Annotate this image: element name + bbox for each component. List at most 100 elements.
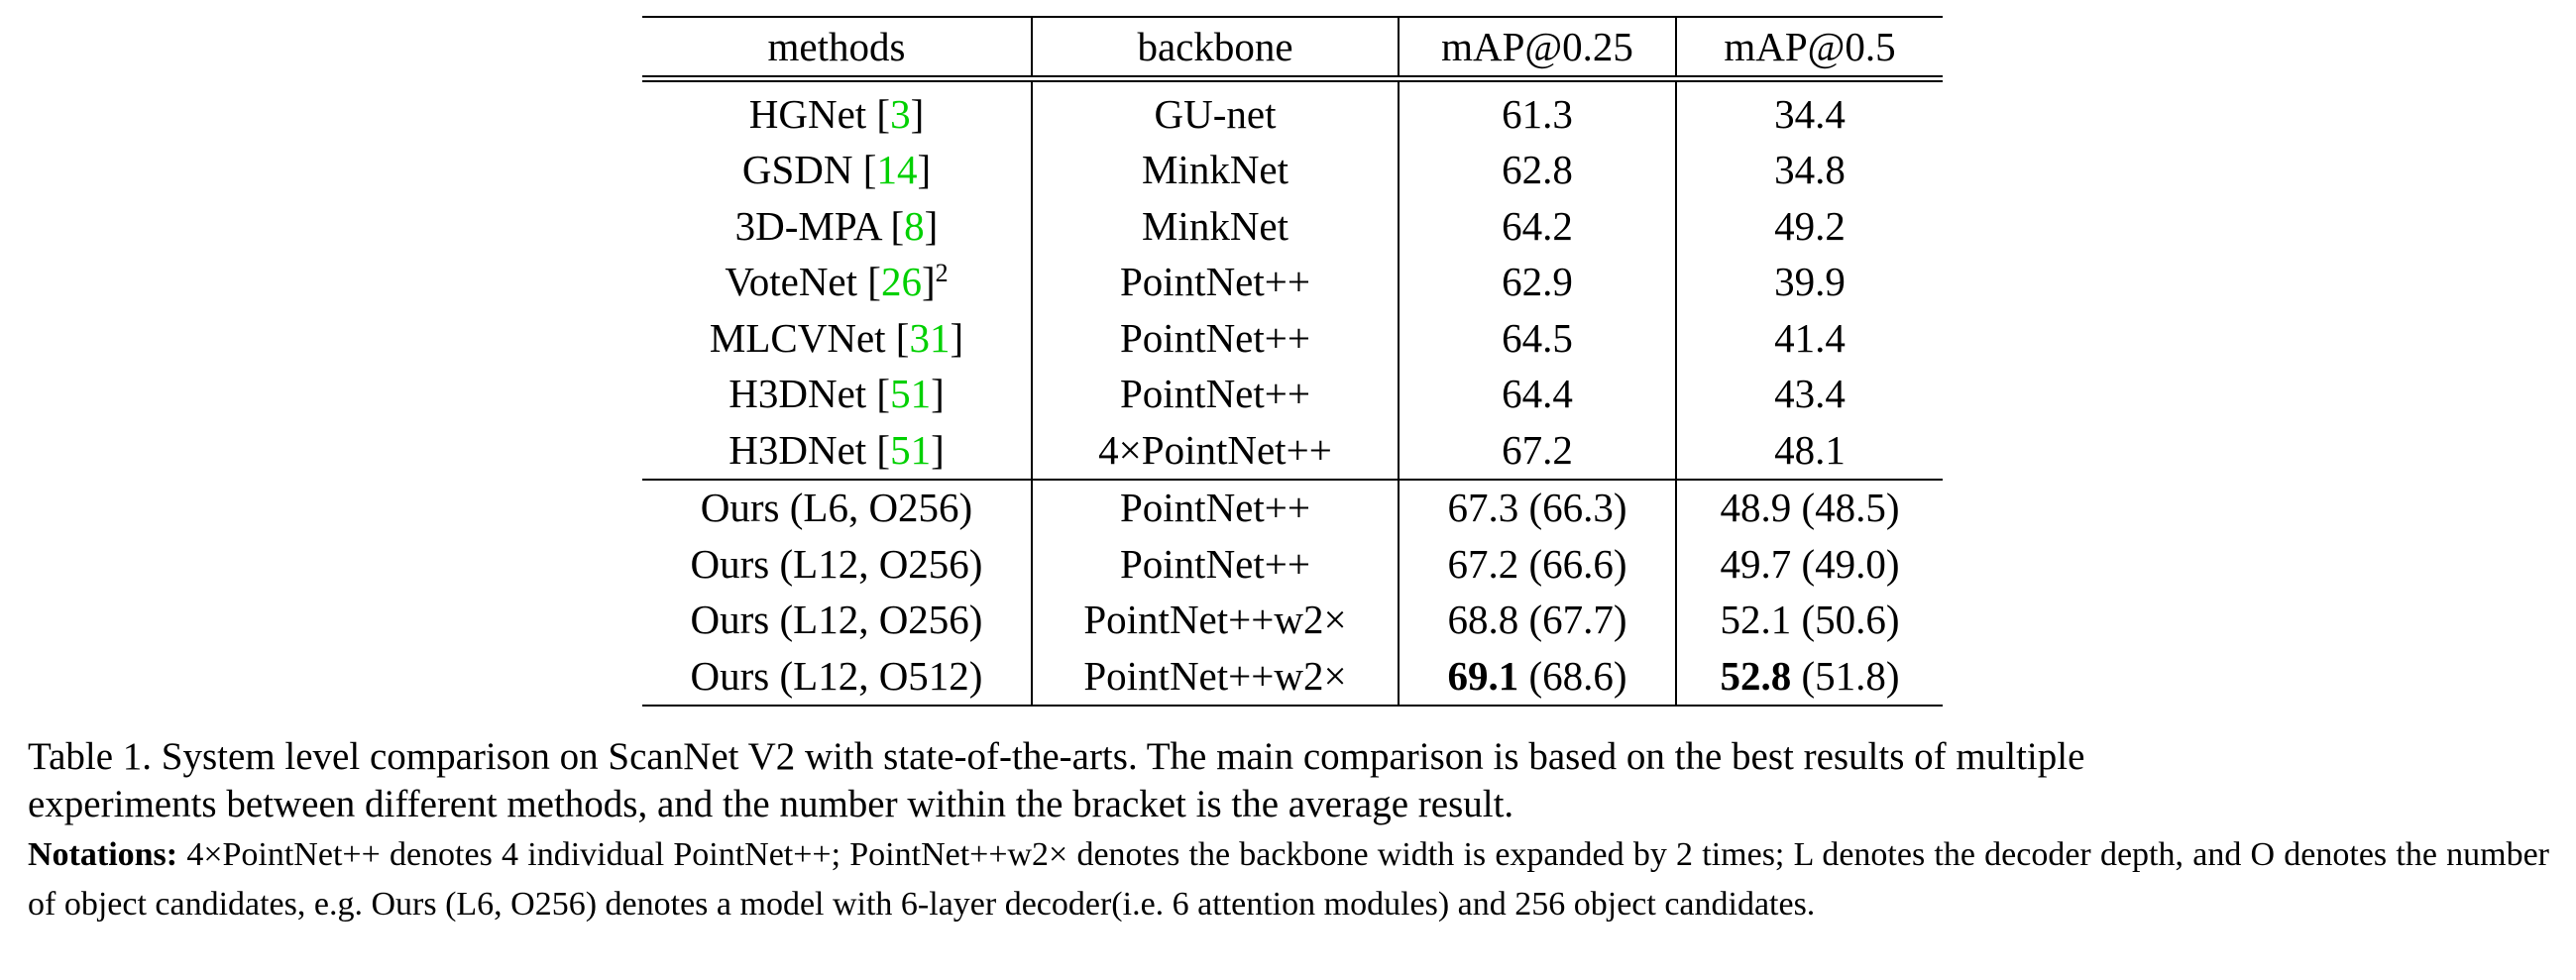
notations-label: Notations: (28, 836, 178, 873)
citation-link[interactable]: 26 (880, 259, 922, 305)
map25-cell: 64.5 (1398, 310, 1676, 367)
map25-cell: 64.2 (1398, 198, 1676, 255)
cite-close-bracket: ] (910, 90, 925, 137)
backbone-cell: PointNet++ (1031, 478, 1399, 536)
footnote-marker: 2 (935, 259, 949, 288)
header-row: methods backbone mAP@0.25 mAP@0.5 (642, 16, 1943, 79)
map25-best-value: 67.3 (1447, 485, 1519, 531)
cite-close-bracket: ] (917, 147, 932, 193)
method-cell: VoteNet [26]2 (642, 255, 1032, 311)
method-name: MLCVNet (709, 314, 886, 361)
table-header: methods backbone mAP@0.25 mAP@0.5 (642, 16, 1943, 79)
map25-cell: 67.3 (66.3) (1398, 478, 1676, 536)
map25-best-value: 69.1 (1447, 652, 1519, 699)
method-cell: Ours (L12, O512) (642, 648, 1032, 707)
backbone-cell: PointNet++ (1031, 310, 1399, 367)
caption-line-1: Table 1. System level comparison on Scan… (28, 735, 2085, 778)
map50-cell: 41.4 (1675, 310, 1943, 367)
map50-best-value: 52.1 (1720, 597, 1792, 643)
map50-cell: 39.9 (1675, 254, 1943, 310)
citation-link[interactable]: 51 (890, 426, 932, 473)
method-name: H3DNet (728, 371, 867, 417)
results-table: methods backbone mAP@0.25 mAP@0.5 HGNet … (642, 16, 1943, 707)
method-cell: 3D-MPA [8] (642, 198, 1032, 255)
map25-cell: 67.2 (66.6) (1398, 536, 1676, 593)
backbone-cell: MinkNet (1031, 198, 1399, 255)
citation-link[interactable]: 3 (890, 90, 911, 137)
method-cell: Ours (L12, O256) (690, 540, 983, 587)
citation-link[interactable]: 14 (876, 147, 918, 193)
map50-best-value: 49.7 (1720, 540, 1792, 587)
cite-close-bracket: ] (924, 202, 939, 249)
cite-open-bracket: [ (876, 426, 891, 473)
method-name: H3DNet (728, 426, 867, 473)
method-cell: MLCVNet [31] (642, 310, 1032, 367)
table-row: MLCVNet [31] PointNet++ 64.5 41.4 (642, 310, 1943, 367)
map50-average-value: (48.5) (1801, 485, 1900, 531)
map25-average-value: (66.3) (1528, 485, 1627, 531)
cite-close-bracket: ] (931, 426, 945, 473)
table-row: Ours (L12, O512) PointNet++w2× 69.1 (68.6)… (642, 648, 1943, 707)
map25-cell: 61.3 (1398, 78, 1676, 143)
cite-open-bracket: [ (876, 371, 891, 417)
map50-best-value: 52.8 (1720, 652, 1792, 699)
citation-link[interactable]: 31 (909, 314, 951, 361)
table-caption: Table 1. System level comparison on Scan… (28, 733, 2549, 828)
map50-cell: 49.7 (49.0) (1675, 536, 1943, 593)
method-cell: H3DNet [51] (642, 422, 1032, 480)
cite-open-bracket: [ (890, 202, 905, 249)
cite-open-bracket: [ (895, 314, 910, 361)
cite-close-bracket: ] (921, 259, 936, 305)
citation-link[interactable]: 8 (904, 202, 925, 249)
map25-cell: 62.9 (1398, 254, 1676, 310)
method-name: 3D-MPA (734, 202, 881, 249)
ours-rows: Ours (L6, O256) PointNet++ 67.3 (66.3) 48.9… (642, 478, 1943, 707)
map50-cell: 34.8 (1675, 142, 1943, 198)
map25-average-value: (66.6) (1528, 540, 1627, 587)
map25-cell: 68.8 (67.7) (1398, 592, 1676, 648)
cite-close-bracket: ] (931, 371, 945, 417)
baseline-rows: HGNet [3] GU-net 61.3 34.4 GSDN [14] MinkNet 6… (642, 78, 1943, 480)
map25-cell: 62.8 (1398, 142, 1676, 198)
cite-open-bracket: [ (867, 259, 881, 305)
map25-cell: 64.4 (1398, 366, 1676, 422)
method-name: VoteNet (725, 259, 858, 305)
map50-cell: 48.1 (1675, 422, 1943, 480)
header-backbone: backbone (1031, 16, 1399, 79)
map25-average-value: (68.6) (1528, 652, 1627, 699)
method-cell: Ours (L6, O256) (642, 478, 1032, 536)
cite-open-bracket: [ (862, 147, 877, 193)
method-cell: Ours (L12, O256) (690, 597, 983, 643)
map50-best-value: 48.9 (1720, 485, 1792, 531)
table-row: 3D-MPA [8] MinkNet 64.2 49.2 (642, 198, 1943, 255)
method-cell: HGNet [3] (642, 79, 1032, 143)
citation-link[interactable]: 51 (890, 371, 932, 417)
cite-close-bracket: ] (950, 314, 964, 361)
table-row: VoteNet [26]2 PointNet++ 62.9 39.9 (642, 254, 1943, 311)
method-name: HGNet (748, 90, 867, 137)
map25-best-value: 67.2 (1447, 540, 1519, 587)
method-name: GSDN (741, 147, 853, 193)
table-row: H3DNet [51] 4×PointNet++ 67.2 48.1 (642, 422, 1943, 480)
map25-average-value: (67.7) (1528, 597, 1627, 643)
map25-cell: 69.1 (68.6) (1398, 648, 1676, 707)
header-map50: mAP@0.5 (1675, 16, 1943, 79)
backbone-cell: GU-net (1031, 78, 1399, 143)
results-table-container: methods backbone mAP@0.25 mAP@0.5 HGNet … (642, 16, 1943, 707)
backbone-cell: 4×PointNet++ (1031, 422, 1399, 480)
header-methods: methods (642, 16, 1032, 79)
map50-cell: 52.1 (50.6) (1675, 592, 1943, 648)
backbone-cell: PointNet++ (1031, 254, 1399, 310)
map50-cell: 34.4 (1675, 78, 1943, 143)
map50-cell: 49.2 (1675, 198, 1943, 255)
caption-line-2: experiments between different methods, a… (28, 783, 1514, 825)
map50-average-value: (49.0) (1801, 540, 1900, 587)
map50-cell: 48.9 (48.5) (1675, 478, 1943, 536)
map50-cell: 52.8 (51.8) (1675, 648, 1943, 707)
table-row: Ours (L12, O256) PointNet++ 67.2 (66.6) 49.… (642, 536, 1943, 593)
method-cell: GSDN [14] (642, 143, 1032, 199)
backbone-cell: PointNet++w2× (1031, 648, 1399, 707)
map50-average-value: (51.8) (1801, 652, 1900, 699)
table-row: Ours (L6, O256) PointNet++ 67.3 (66.3) 48.9… (642, 478, 1943, 536)
backbone-cell: PointNet++ (1031, 536, 1399, 593)
